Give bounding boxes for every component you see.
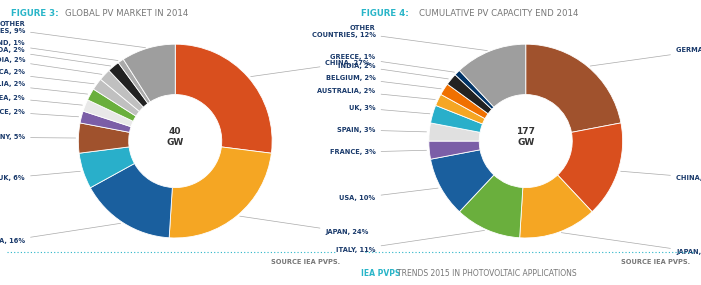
Text: SOURCE IEA PVPS.: SOURCE IEA PVPS. — [271, 259, 340, 265]
Wedge shape — [118, 59, 150, 103]
Wedge shape — [100, 70, 144, 111]
Wedge shape — [429, 141, 480, 159]
Text: SOUTH AFRICA, 2%: SOUTH AFRICA, 2% — [0, 69, 94, 84]
Text: OTHER
COUNTRIES, 9%: OTHER COUNTRIES, 9% — [0, 21, 146, 48]
Text: JAPAN, 24%: JAPAN, 24% — [240, 216, 369, 235]
Text: BELGIUM, 2%: BELGIUM, 2% — [326, 75, 441, 89]
Text: UK, 3%: UK, 3% — [349, 105, 430, 114]
Text: FRANCE, 2%: FRANCE, 2% — [0, 109, 79, 117]
Wedge shape — [430, 150, 494, 212]
Text: INDIA, 2%: INDIA, 2% — [0, 57, 102, 74]
Wedge shape — [557, 123, 622, 212]
Wedge shape — [526, 44, 621, 132]
Wedge shape — [88, 89, 136, 121]
Text: GERMANY, 22%: GERMANY, 22% — [590, 47, 701, 66]
Wedge shape — [447, 75, 492, 114]
Text: GREECE, 1%: GREECE, 1% — [330, 54, 454, 72]
Wedge shape — [90, 164, 172, 238]
Text: AUSTRALIA, 2%: AUSTRALIA, 2% — [0, 81, 88, 94]
Text: GLOBAL PV MARKET IN 2014: GLOBAL PV MARKET IN 2014 — [65, 9, 189, 18]
Text: GERMANY, 5%: GERMANY, 5% — [0, 134, 76, 140]
Text: IEA PVPS: IEA PVPS — [361, 269, 400, 278]
Wedge shape — [455, 70, 494, 109]
Text: CUMULATIVE PV CAPACITY END 2014: CUMULATIVE PV CAPACITY END 2014 — [419, 9, 579, 18]
Text: 177
GW: 177 GW — [516, 127, 536, 147]
Text: ITALY, 11%: ITALY, 11% — [336, 230, 484, 253]
Text: 40
GW: 40 GW — [167, 127, 184, 147]
Text: UK, 6%: UK, 6% — [0, 171, 81, 181]
Text: SPAIN, 3%: SPAIN, 3% — [337, 127, 426, 133]
Wedge shape — [80, 111, 131, 132]
Text: TRENDS 2015 IN PHOTOVOLTAIC APPLICATIONS: TRENDS 2015 IN PHOTOVOLTAIC APPLICATIONS — [397, 269, 577, 278]
Wedge shape — [429, 123, 480, 141]
Wedge shape — [519, 175, 592, 238]
Wedge shape — [83, 100, 133, 127]
Text: FRANCE, 3%: FRANCE, 3% — [329, 149, 426, 155]
Text: SOURCE IEA PVPS.: SOURCE IEA PVPS. — [621, 259, 690, 265]
Wedge shape — [79, 147, 135, 188]
Text: AUSTRALIA, 2%: AUSTRALIA, 2% — [318, 88, 435, 99]
Text: CHINA, 16%: CHINA, 16% — [620, 171, 701, 181]
Text: FIGURE 4:: FIGURE 4: — [361, 9, 409, 18]
Wedge shape — [123, 44, 175, 102]
Text: USA, 16%: USA, 16% — [0, 223, 121, 244]
Wedge shape — [430, 105, 482, 132]
Wedge shape — [79, 123, 130, 153]
Wedge shape — [169, 147, 271, 238]
Wedge shape — [441, 84, 488, 119]
Text: CANADA, 2%: CANADA, 2% — [0, 47, 111, 66]
Wedge shape — [93, 79, 139, 116]
Text: THAILAND, 1%: THAILAND, 1% — [0, 40, 118, 60]
Text: USA, 10%: USA, 10% — [339, 188, 438, 201]
Text: KOREA, 2%: KOREA, 2% — [0, 95, 83, 105]
Wedge shape — [459, 44, 526, 107]
Text: OTHER
COUNTRIES, 12%: OTHER COUNTRIES, 12% — [311, 25, 487, 51]
Text: CHINA, 27%: CHINA, 27% — [251, 60, 370, 77]
Text: INDIA, 2%: INDIA, 2% — [338, 63, 449, 79]
Text: JAPAN, 13%: JAPAN, 13% — [562, 233, 701, 255]
Wedge shape — [435, 94, 485, 124]
Wedge shape — [459, 175, 523, 238]
Wedge shape — [109, 63, 148, 107]
Wedge shape — [175, 44, 272, 153]
Text: FIGURE 3:: FIGURE 3: — [11, 9, 58, 18]
